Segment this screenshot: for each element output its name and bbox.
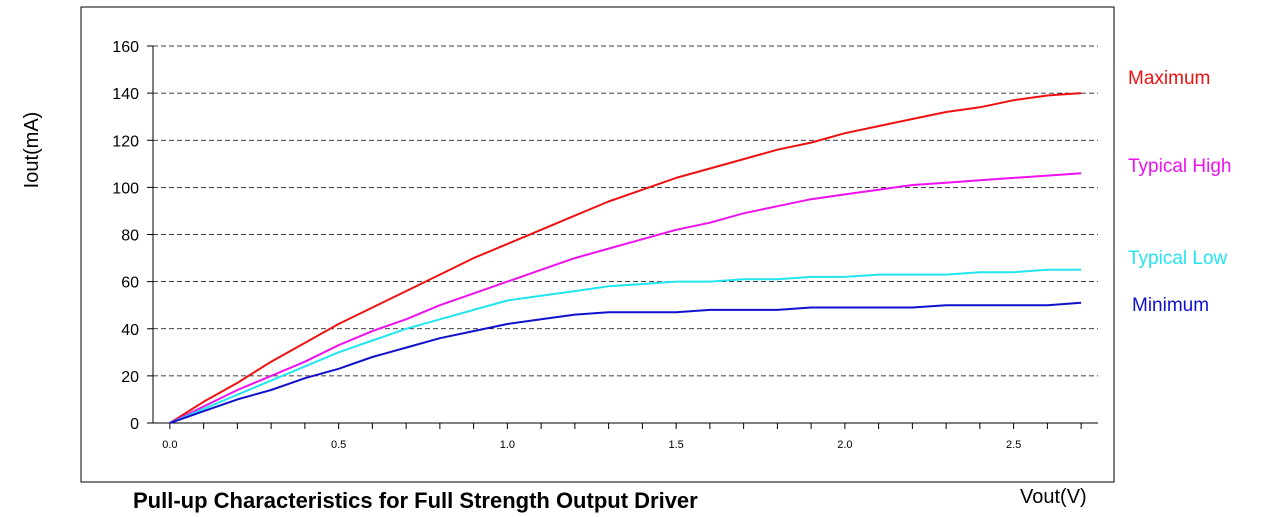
series-line-typical-low xyxy=(169,268,1082,424)
y-tick-labels: 0 20 40 60 80 100 120 140 160 xyxy=(112,39,139,433)
x-axis-title: Vout(V) xyxy=(1020,486,1087,508)
y-tick-label: 0 xyxy=(130,416,139,433)
axes xyxy=(147,45,1098,429)
x-tick-label: 1.0 xyxy=(500,439,515,451)
y-tick-label: 60 xyxy=(121,275,139,292)
series-line-minimum xyxy=(169,301,1082,424)
legend-entry-typical-high: Typical High xyxy=(1128,156,1232,177)
y-tick-label: 120 xyxy=(112,133,139,150)
x-tick-label: 1.5 xyxy=(668,439,683,451)
y-tick-label: 160 xyxy=(112,39,139,56)
grid-lines xyxy=(153,45,1098,377)
y-tick-label: 40 xyxy=(121,322,139,339)
y-tick-label: 100 xyxy=(112,180,139,197)
y-tick-label: 80 xyxy=(121,228,139,245)
series-line-typical-high xyxy=(169,172,1082,424)
x-tick-label: 2.5 xyxy=(1006,439,1021,451)
legend-entry-maximum: Maximum xyxy=(1128,68,1210,89)
legend-entry-typical-low: Typical Low xyxy=(1128,248,1228,269)
y-tick-label: 140 xyxy=(112,86,139,103)
legend-entry-minimum: Minimum xyxy=(1132,295,1209,316)
legend: Maximum Typical High Typical Low Minimum xyxy=(1128,68,1232,316)
series-lines xyxy=(169,92,1082,424)
y-axis-title: Iout(mA) xyxy=(21,112,43,189)
y-tick-label: 20 xyxy=(121,369,139,386)
x-tick-labels: 0.0 0.5 1.0 1.5 2.0 2.5 xyxy=(162,439,1021,451)
chart-title: Pull-up Characteristics for Full Strengt… xyxy=(133,488,698,513)
x-tick-label: 0.5 xyxy=(331,439,346,451)
chart-frame xyxy=(80,6,1115,483)
x-tick-label: 0.0 xyxy=(162,439,177,451)
x-tick-label: 2.0 xyxy=(837,439,852,451)
series-line-maximum xyxy=(169,92,1082,424)
